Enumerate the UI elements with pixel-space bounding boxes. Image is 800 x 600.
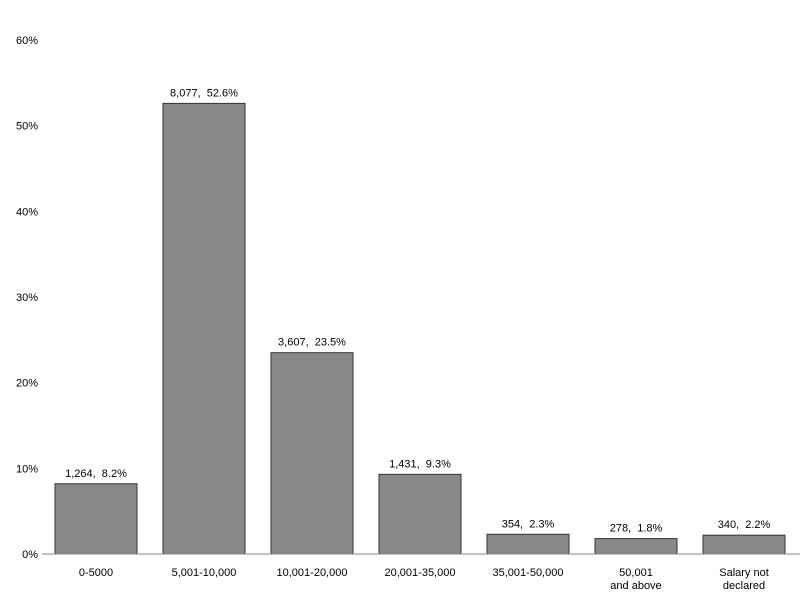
y-tick-label: 40% — [16, 206, 38, 218]
data-label: 1,264, 8.2% — [65, 468, 127, 480]
bar — [54, 483, 138, 555]
data-label: 278, 1.8% — [610, 523, 663, 535]
x-tick-label: 5,001-10,000 — [172, 567, 237, 579]
x-tick-label: 50,001 and above — [610, 567, 661, 592]
x-tick-label: 20,001-35,000 — [385, 567, 456, 579]
y-tick-label: 60% — [16, 35, 38, 47]
bar — [702, 534, 786, 555]
x-tick-label: 35,001-50,000 — [493, 567, 564, 579]
x-tick-label: 10,001-20,000 — [277, 567, 348, 579]
data-label: 8,077, 52.6% — [170, 87, 238, 99]
data-label: 340, 2.2% — [718, 519, 771, 531]
x-tick-label: Salary not declared — [719, 567, 769, 592]
bar — [162, 102, 246, 555]
bar — [270, 352, 354, 555]
bar — [594, 538, 678, 555]
y-tick-label: 30% — [16, 292, 38, 304]
data-label: 1,431, 9.3% — [389, 458, 451, 470]
data-label: 3,607, 23.5% — [278, 337, 346, 349]
y-tick-label: 20% — [16, 378, 38, 390]
bar — [378, 473, 462, 555]
y-tick-label: 0% — [22, 549, 38, 561]
bar — [486, 533, 570, 555]
x-tick-label: 0-5000 — [79, 567, 113, 579]
y-tick-label: 50% — [16, 121, 38, 133]
y-tick-label: 10% — [16, 463, 38, 475]
data-label: 354, 2.3% — [502, 518, 555, 530]
